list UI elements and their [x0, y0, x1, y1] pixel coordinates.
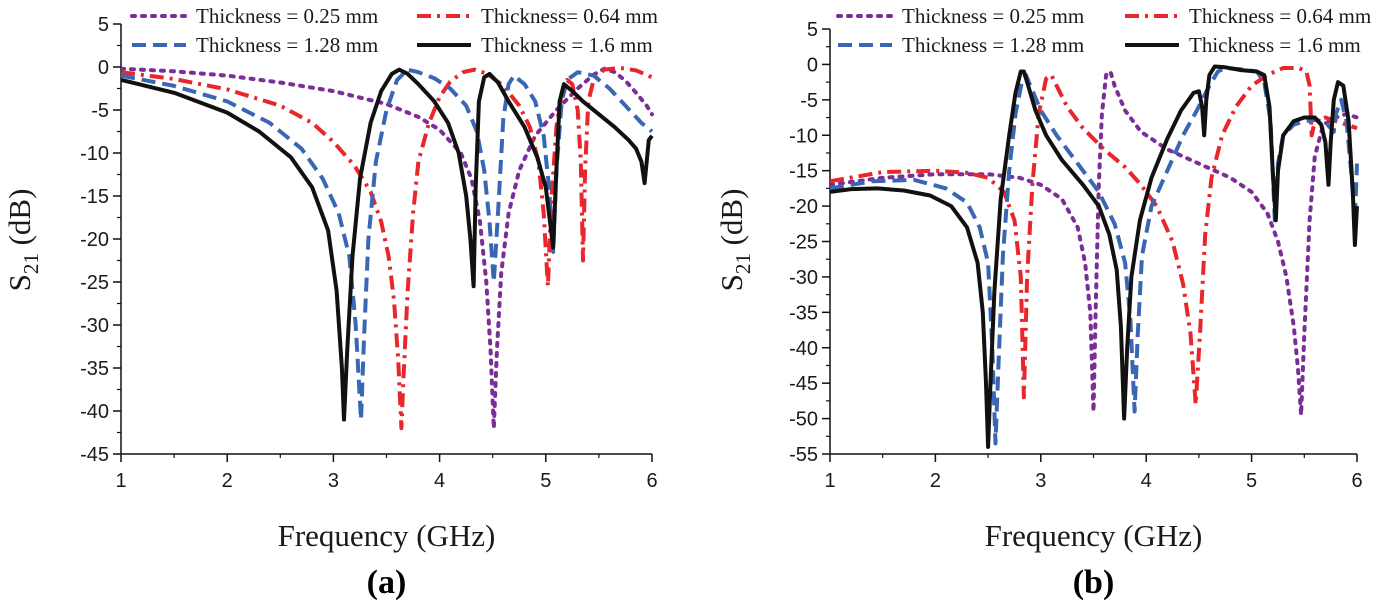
x-axis-label: Frequency (GHz) — [278, 518, 496, 553]
y-tick-label: -35 — [789, 302, 818, 324]
y-tick-label: -45 — [789, 373, 818, 395]
x-tick-label: 3 — [328, 470, 339, 492]
y-tick-label: -30 — [789, 267, 818, 289]
y-tick-label: -40 — [789, 338, 818, 360]
legend-label-b-1: Thickness = 0.25 mm — [902, 4, 1084, 28]
x-tick-label: 2 — [222, 470, 233, 492]
series-line-a-4 — [121, 67, 654, 422]
y-axis-label-subscript: 21 — [19, 253, 43, 274]
y-tick-label: -30 — [80, 315, 109, 337]
legend-label-b-2: Thickness = 0.64 mm — [1189, 4, 1371, 28]
y-tick-label: -55 — [789, 444, 818, 466]
y-axis-label-unit: (dB) — [714, 189, 749, 254]
legend-label-a-1: Thickness = 0.25 mm — [196, 4, 378, 28]
x-tick-label: 4 — [434, 470, 445, 492]
panel-label-a: (a) — [367, 564, 407, 601]
x-tick-label: 5 — [540, 470, 551, 492]
y-axis-label-main: S — [714, 274, 749, 291]
y-tick-label: -25 — [789, 232, 818, 254]
y-tick-label: 0 — [807, 54, 818, 76]
y-tick-label: 5 — [98, 14, 109, 36]
series-line-b-4 — [830, 64, 1359, 449]
y-tick-label: -25 — [80, 272, 109, 294]
panel-label-b: (b) — [1073, 564, 1115, 601]
x-tick-label: 6 — [646, 470, 657, 492]
x-tick-label: 6 — [1351, 470, 1362, 492]
y-axis-label: S21 (dB) — [2, 189, 43, 292]
legend-label-b-4: Thickness = 1.6 mm — [1189, 33, 1361, 57]
chart-panel-b: 1 2 3 4 5 6 5 0 -5 -10 -15 -20 -25 -30 -35 -40 -45 -50 -55… — [714, 4, 1371, 601]
legend-label-a-3: Thickness = 1.28 mm — [196, 33, 378, 57]
y-tick-label: -45 — [80, 444, 109, 466]
y-tick-label: -5 — [800, 90, 818, 112]
y-axis-label-unit: (dB) — [2, 189, 37, 254]
y-tick-label: -20 — [80, 229, 109, 251]
x-tick-label: 3 — [1035, 470, 1046, 492]
y-tick-label: -20 — [789, 196, 818, 218]
x-tick-label: 1 — [824, 470, 835, 492]
y-tick-label: 5 — [807, 19, 818, 41]
y-tick-label: -15 — [789, 161, 818, 183]
y-tick-label: -50 — [789, 409, 818, 431]
y-axis-label-subscript: 21 — [731, 253, 755, 274]
series-line-b-1 — [830, 69, 1359, 417]
y-tick-label: -10 — [789, 125, 818, 147]
series-line-a-3 — [121, 67, 654, 422]
chart-panel-a: 1 2 3 4 5 6 5 0 -5 -10 -15 -20 -25 -30 -35 -40 -45 Freque… — [2, 4, 658, 601]
x-axis-label: Frequency (GHz) — [985, 518, 1203, 553]
y-axis-label: S21 (dB) — [714, 189, 755, 292]
series-line-b-3 — [830, 66, 1359, 446]
y-tick-label: -15 — [80, 186, 109, 208]
y-tick-label: -40 — [80, 401, 109, 423]
y-axis-label-main: S — [2, 274, 37, 291]
legend-label-a-2: Thickness= 0.64 mm — [481, 4, 658, 28]
y-tick-label: -35 — [80, 358, 109, 380]
series-line-b-2 — [830, 66, 1358, 407]
legend-label-a-4: Thickness = 1.6 mm — [481, 33, 653, 57]
y-tick-label: 0 — [98, 57, 109, 79]
x-tick-label: 2 — [930, 470, 941, 492]
x-tick-label: 4 — [1141, 470, 1152, 492]
x-tick-label: 5 — [1246, 470, 1257, 492]
legend-label-b-3: Thickness = 1.28 mm — [902, 33, 1084, 57]
series-line-a-2 — [121, 65, 653, 431]
x-tick-label: 1 — [115, 470, 126, 492]
y-tick-label: -5 — [91, 100, 109, 122]
y-tick-label: -10 — [80, 143, 109, 165]
